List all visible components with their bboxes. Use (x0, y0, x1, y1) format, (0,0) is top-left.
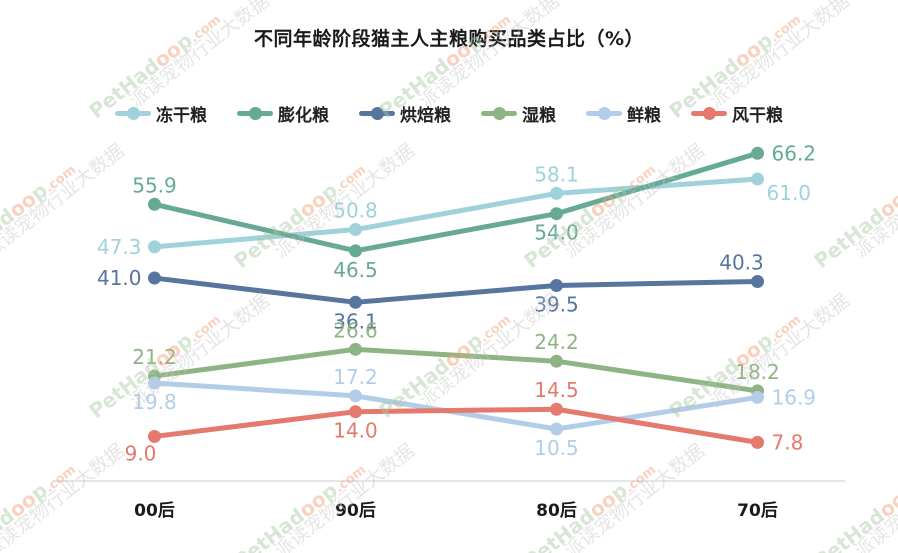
line-series-marker-icon (691, 107, 727, 120)
series-value-label-puffed: 54.0 (534, 221, 579, 245)
series-value-label-wet: 26.6 (333, 318, 378, 342)
x-axis-label: 90后 (335, 501, 376, 521)
series-point-puffed (349, 244, 362, 258)
legend: 冻干粮 膨化粮 烘焙粮 湿粮 鲜粮 风干粮 (0, 101, 898, 126)
series-point-fresh (349, 389, 362, 403)
x-axis-label: 00后 (134, 501, 175, 521)
series-point-wet (349, 342, 362, 356)
legend-item-baked[interactable]: 烘焙粮 (359, 101, 451, 126)
line-series-marker-icon (237, 107, 273, 120)
series-value-label-air-dried: 7.8 (772, 430, 804, 454)
series-value-label-fresh: 17.2 (333, 365, 378, 389)
series-point-freeze-dried (148, 240, 161, 254)
series-point-freeze-dried (550, 186, 563, 200)
legend-item-freeze-dried[interactable]: 冻干粮 (115, 101, 207, 126)
series-point-fresh (148, 376, 161, 390)
series-point-wet (550, 354, 563, 368)
legend-label: 冻干粮 (156, 106, 207, 126)
series-point-air-dried (349, 405, 362, 419)
line-series-marker-icon (586, 107, 622, 120)
series-line-puffed (152, 150, 760, 254)
series-point-fresh (550, 422, 563, 436)
series-line-fresh (152, 380, 760, 432)
series-value-label-puffed: 46.5 (333, 258, 378, 282)
series-point-air-dried (148, 429, 161, 443)
series-point-baked (349, 295, 362, 309)
legend-item-wet[interactable]: 湿粮 (481, 101, 556, 126)
series-value-label-wet: 21.2 (132, 345, 177, 369)
line-series-marker-icon (115, 107, 151, 120)
series-value-label-fresh: 19.8 (132, 390, 177, 414)
series-point-air-dried (550, 402, 563, 416)
line-series-marker-icon (359, 107, 395, 120)
series-value-label-baked: 36.1 (333, 309, 378, 333)
line-series-marker-icon (481, 107, 517, 120)
series-value-label-air-dried: 9.0 (125, 441, 157, 465)
series-point-freeze-dried (349, 223, 362, 237)
legend-item-puffed[interactable]: 膨化粮 (237, 101, 329, 126)
series-value-label-wet: 24.2 (534, 330, 579, 354)
series-value-label-air-dried: 14.5 (534, 378, 579, 402)
legend-label: 烘焙粮 (400, 106, 451, 126)
series-point-baked (148, 271, 161, 285)
legend-label: 湿粮 (522, 106, 556, 126)
series-point-puffed (148, 197, 161, 211)
legend-item-fresh[interactable]: 鲜粮 (586, 101, 661, 126)
series-point-fresh (751, 390, 764, 404)
series-value-label-baked: 41.0 (97, 266, 142, 290)
legend-label: 风干粮 (732, 106, 783, 126)
chart-title: 不同年龄阶段猫主人主粮购买品类占比（%） (253, 28, 645, 50)
series-point-air-dried (751, 435, 764, 449)
series-point-puffed (550, 207, 563, 221)
series-value-label-puffed: 66.2 (772, 141, 817, 165)
series-value-label-fresh: 10.5 (534, 436, 579, 460)
series-value-label-fresh: 16.9 (772, 385, 817, 409)
series-value-label-freeze-dried: 61.0 (767, 181, 812, 205)
series-point-puffed (751, 146, 764, 160)
legend-label: 膨化粮 (278, 106, 329, 126)
series-point-baked (550, 278, 563, 292)
series-point-baked (751, 275, 764, 289)
x-axis-label: 80后 (536, 501, 577, 521)
series-line-freeze-dried (152, 176, 760, 250)
series-value-label-puffed: 55.9 (132, 173, 177, 197)
series-line-wet (152, 346, 760, 394)
series-value-label-baked: 39.5 (534, 292, 579, 316)
series-value-label-wet: 18.2 (735, 360, 780, 384)
series-value-label-baked: 40.3 (719, 251, 764, 275)
series-point-freeze-dried (751, 172, 764, 186)
series-value-label-freeze-dried: 58.1 (534, 162, 579, 186)
series-line-baked (152, 275, 760, 305)
series-value-label-air-dried: 14.0 (333, 419, 378, 443)
series-line-air-dried (152, 406, 760, 445)
x-axis-label: 70后 (737, 501, 778, 521)
series-value-label-freeze-dried: 50.8 (333, 199, 378, 223)
legend-label: 鲜粮 (627, 106, 661, 126)
series-value-label-freeze-dried: 47.3 (97, 235, 142, 259)
legend-item-air-dried[interactable]: 风干粮 (691, 101, 783, 126)
